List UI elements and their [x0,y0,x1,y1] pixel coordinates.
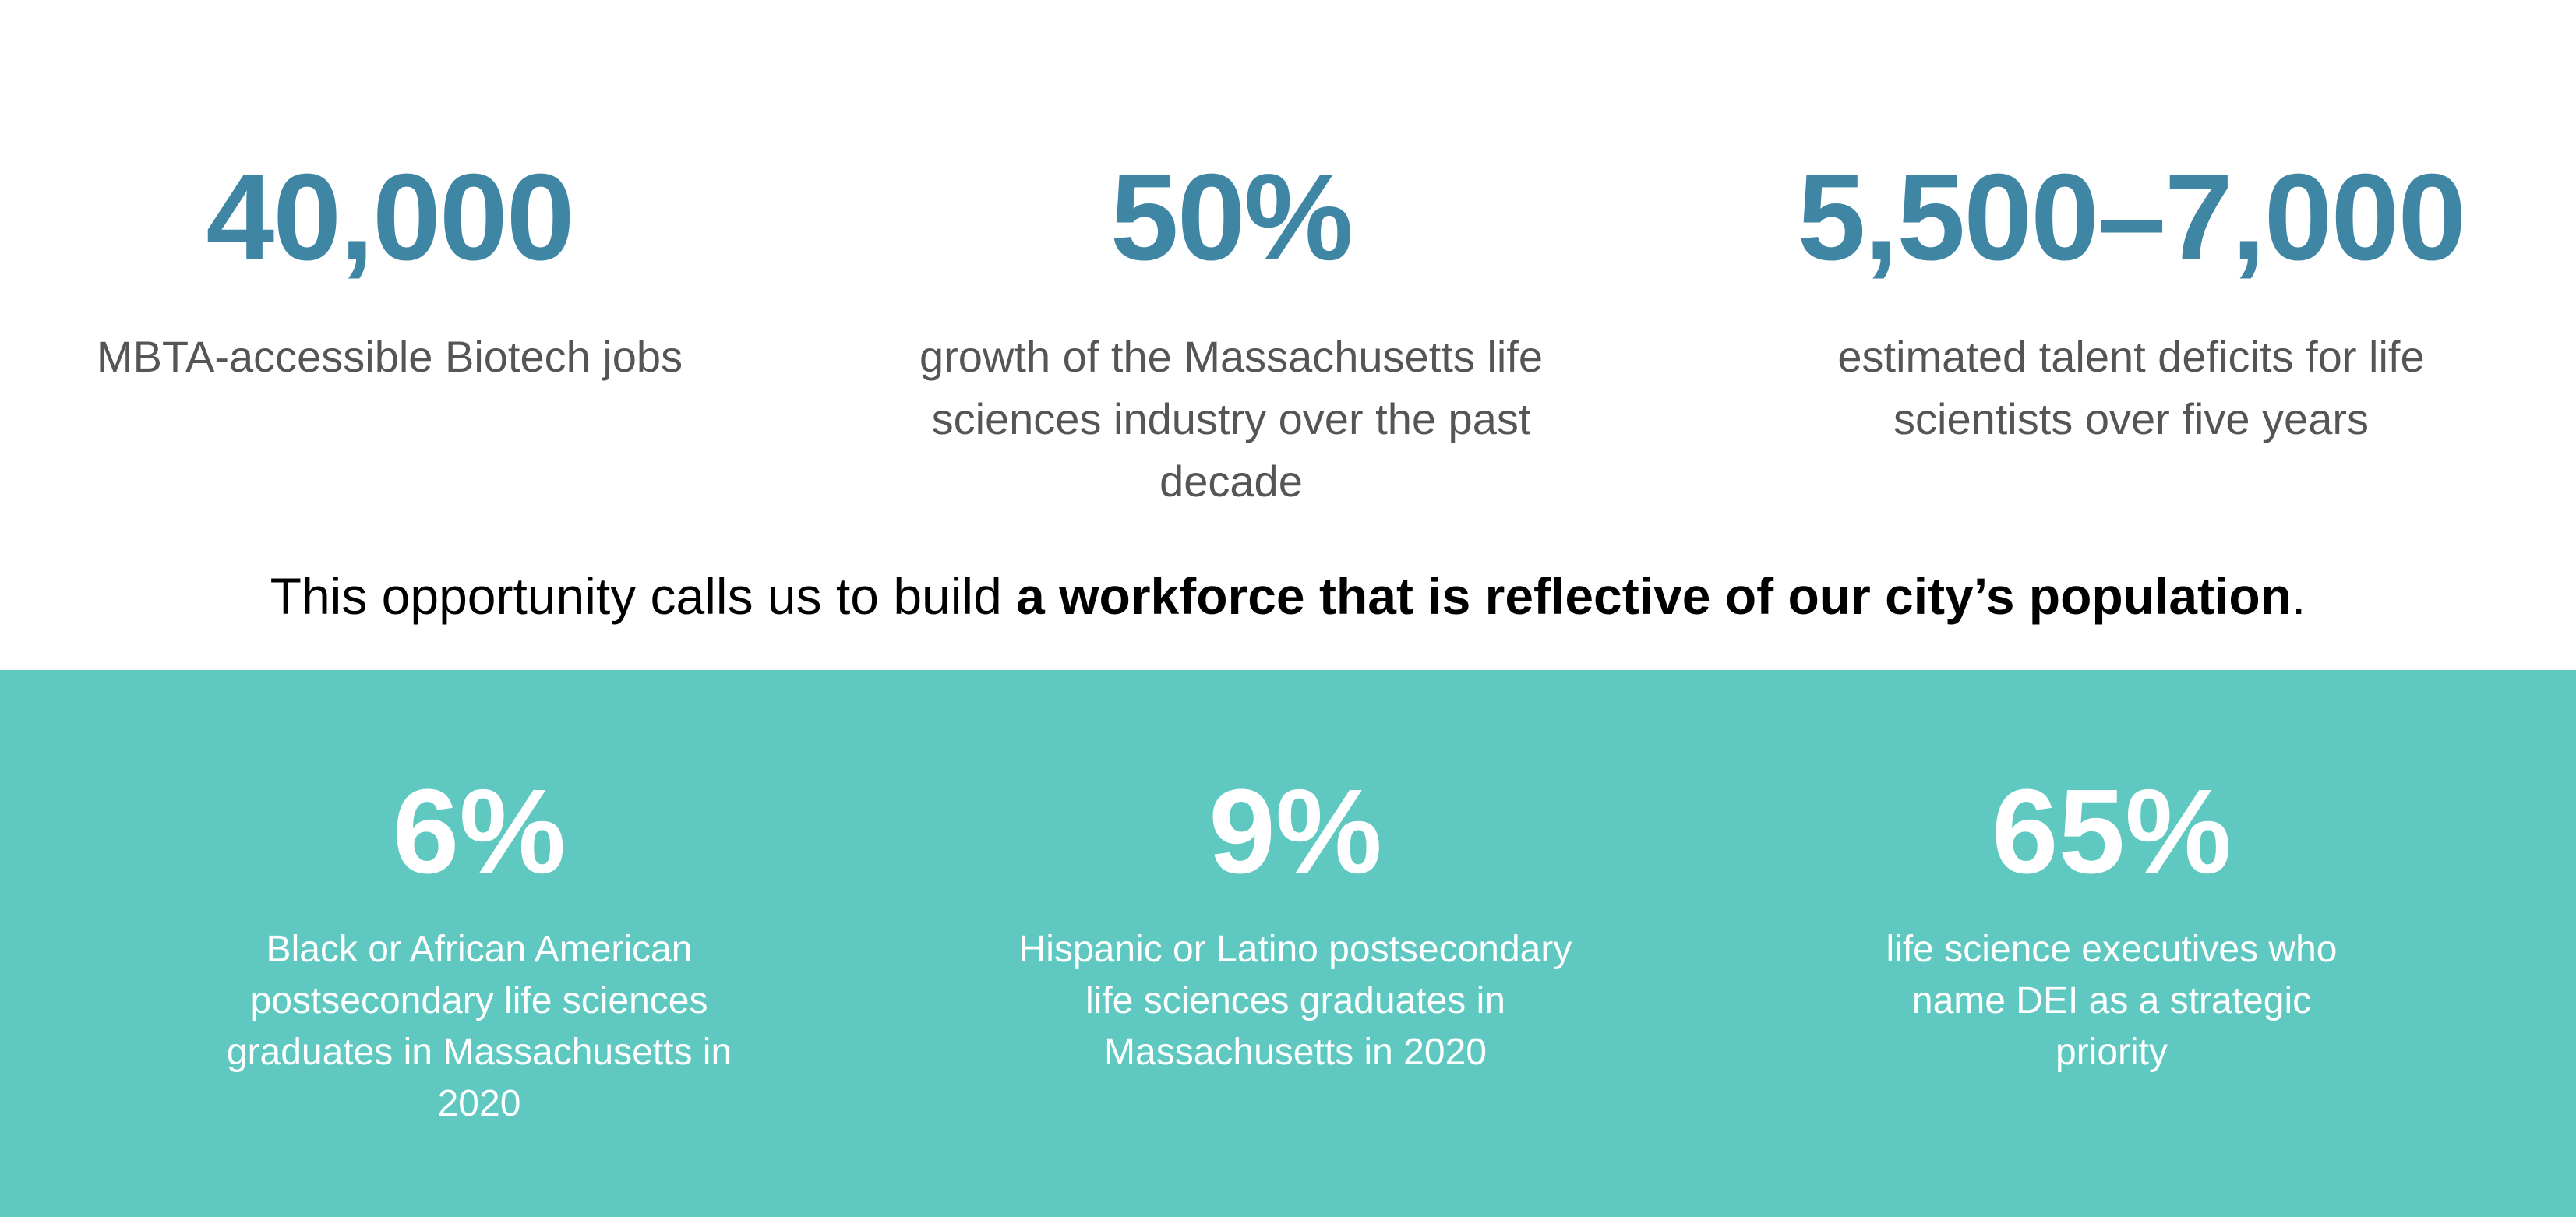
statement-end: . [2292,567,2306,625]
stat-description: life science executives who name DEI as … [1886,929,2338,1073]
top-section: 40,000 MBTA-accessible Biotech jobs 50% … [47,156,2517,513]
stat-card-dei-executives: 65% life science executives who name DEI… [1854,771,2369,1078]
stat-value: 5,500–7,000 [1797,149,2467,286]
statement-emphasis: a workforce that is reflective of our ci… [1016,567,2292,625]
stat-value: 50% [1110,149,1353,286]
stat-card-talent-deficit: 5,500–7,000 estimated talent deficits fo… [1745,156,2517,450]
stat-value: 6% [392,764,566,898]
stat-description: estimated talent deficits for life scien… [1837,332,2425,443]
stat-description: Hispanic or Latino postsecondary life sc… [1018,929,1572,1073]
opportunity-statement: This opportunity calls us to build a wor… [0,565,2576,627]
statement-lead: This opportunity calls us to build [270,567,1017,625]
stat-description: Black or African American postsecondary … [226,929,732,1124]
stat-card-black-graduates: 6% Black or African American postseconda… [226,771,732,1130]
stat-card-growth: 50% growth of the Massachusetts life sci… [904,156,1558,513]
diversity-section: 6% Black or African American postseconda… [0,670,2576,1217]
stat-description: MBTA-accessible Biotech jobs [96,332,683,381]
stat-description: growth of the Massachusetts life science… [919,332,1543,506]
stat-card-jobs: 40,000 MBTA-accessible Biotech jobs [47,156,732,388]
stat-card-hispanic-graduates: 9% Hispanic or Latino postsecondary life… [1017,771,1574,1078]
stat-value: 9% [1209,764,1382,898]
stat-value: 65% [1991,764,2232,898]
stat-value: 40,000 [206,149,574,286]
